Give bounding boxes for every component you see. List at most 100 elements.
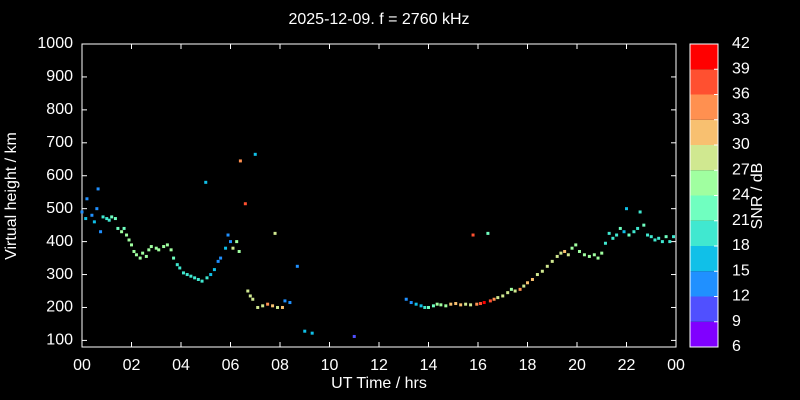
data-point xyxy=(522,284,526,288)
data-point xyxy=(409,301,413,305)
data-point xyxy=(99,230,103,234)
data-point xyxy=(482,301,486,305)
data-point xyxy=(618,226,622,230)
data-point xyxy=(189,274,193,278)
data-point xyxy=(530,277,534,281)
x-tick-label: 10 xyxy=(321,357,339,374)
colorbar-tick-label: 42 xyxy=(732,35,750,52)
colorbar-bin xyxy=(690,94,718,120)
data-point xyxy=(513,289,517,293)
data-point xyxy=(84,217,88,221)
data-point xyxy=(660,240,664,244)
colorbar-tick-label: 27 xyxy=(732,161,750,178)
data-point xyxy=(162,245,166,249)
data-point xyxy=(642,223,646,227)
data-point xyxy=(488,299,492,303)
data-point xyxy=(134,253,138,257)
data-point xyxy=(459,303,463,307)
data-point xyxy=(205,276,209,280)
colorbar-bin xyxy=(690,321,718,347)
data-point xyxy=(219,256,223,260)
data-point xyxy=(253,152,257,156)
data-point xyxy=(449,302,453,306)
y-tick-label: 400 xyxy=(46,233,73,250)
data-point xyxy=(600,251,604,255)
data-point xyxy=(464,302,468,306)
data-point xyxy=(555,254,559,258)
chart-title: 2025-12-09. f = 2760 kHz xyxy=(288,11,469,28)
data-point xyxy=(295,264,299,268)
data-point xyxy=(248,294,252,298)
data-point xyxy=(90,213,94,217)
data-point xyxy=(444,304,448,308)
x-tick-label: 16 xyxy=(469,357,487,374)
data-point xyxy=(439,303,443,307)
data-point xyxy=(506,291,510,295)
y-tick-label: 500 xyxy=(46,200,73,217)
data-point xyxy=(85,197,89,201)
data-point xyxy=(80,210,84,214)
data-point xyxy=(185,273,189,277)
x-tick-label: 02 xyxy=(123,357,141,374)
x-tick-label: 12 xyxy=(370,357,388,374)
data-point xyxy=(110,215,114,219)
data-point xyxy=(105,217,109,221)
data-point xyxy=(238,159,242,163)
y-tick-label: 100 xyxy=(46,332,73,349)
data-point xyxy=(169,248,173,252)
data-point xyxy=(427,305,430,309)
x-tick-label: 06 xyxy=(222,357,240,374)
data-point xyxy=(204,180,208,184)
data-point xyxy=(352,334,356,338)
data-point xyxy=(181,271,185,275)
data-point xyxy=(175,263,179,267)
colorbar-tick-label: 24 xyxy=(732,187,750,204)
colorbar-bin xyxy=(690,271,718,297)
data-point xyxy=(486,231,490,235)
data-point xyxy=(501,294,505,298)
colorbar-bin xyxy=(690,69,718,95)
data-point xyxy=(664,235,668,239)
y-tick-label: 200 xyxy=(46,299,73,316)
x-tick-label: 08 xyxy=(271,357,289,374)
data-point xyxy=(113,217,117,221)
data-point xyxy=(550,259,554,263)
colorbar-tick-label: 15 xyxy=(732,262,750,279)
data-point xyxy=(288,301,292,305)
data-point xyxy=(632,230,636,234)
colorbar-bin xyxy=(690,170,718,196)
data-point xyxy=(540,269,544,273)
data-point xyxy=(101,215,105,219)
data-point xyxy=(611,236,615,240)
data-point xyxy=(165,243,169,247)
y-tick-label: 1000 xyxy=(37,35,73,52)
data-point xyxy=(107,218,111,222)
data-point xyxy=(154,246,158,250)
data-point xyxy=(237,249,241,253)
data-point xyxy=(125,233,129,237)
colorbar-bin xyxy=(690,119,718,145)
data-point xyxy=(231,246,235,250)
data-point xyxy=(276,305,280,309)
data-point xyxy=(92,220,96,224)
data-point xyxy=(636,226,640,230)
colorbar-tick-label: 21 xyxy=(732,212,750,229)
data-point xyxy=(147,248,151,252)
data-point xyxy=(559,251,563,255)
data-point xyxy=(127,238,131,242)
data-point xyxy=(116,226,120,230)
colorbar-tick-label: 39 xyxy=(732,60,750,77)
data-point xyxy=(615,233,619,237)
data-point xyxy=(592,253,596,257)
data-point xyxy=(577,249,581,253)
data-point xyxy=(246,289,250,293)
data-point xyxy=(200,279,204,283)
data-point xyxy=(224,246,228,250)
data-point xyxy=(120,230,124,234)
colorbar-tick-label: 33 xyxy=(732,111,750,128)
data-point xyxy=(518,287,522,291)
data-point xyxy=(243,202,247,206)
data-point xyxy=(570,246,574,250)
data-point xyxy=(535,273,539,277)
data-point xyxy=(492,297,496,301)
